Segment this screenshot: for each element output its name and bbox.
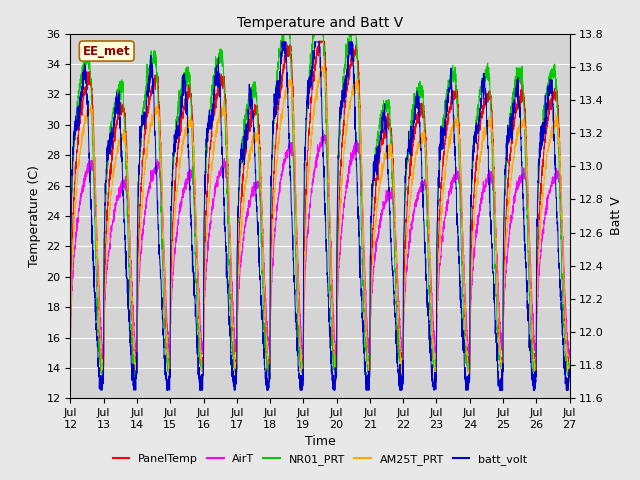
Text: EE_met: EE_met (83, 45, 131, 58)
Line: batt_volt: batt_volt (70, 42, 570, 390)
Line: AirT: AirT (70, 134, 570, 358)
batt_volt (67, 360, 74, 366)
batt_volt (97, 387, 104, 393)
PanelTemp (490, 154, 497, 160)
Y-axis label: Temperature (C): Temperature (C) (28, 165, 41, 267)
X-axis label: Time: Time (305, 435, 335, 448)
batt_volt (428, 373, 436, 379)
PanelTemp (384, 117, 392, 123)
AM25T_PRT (490, 164, 497, 169)
Legend: PanelTemp, AirT, NR01_PRT, AM25T_PRT, batt_volt: PanelTemp, AirT, NR01_PRT, AM25T_PRT, ba… (108, 450, 532, 469)
AM25T_PRT (384, 145, 392, 151)
NR01_PRT (460, 309, 467, 314)
AM25T_PRT (67, 379, 74, 385)
NR01_PRT (566, 367, 573, 372)
NR01_PRT (131, 372, 139, 378)
AM25T_PRT (566, 368, 573, 373)
AirT (169, 276, 177, 282)
PanelTemp (460, 267, 467, 273)
PanelTemp (67, 363, 74, 369)
AirT (460, 255, 467, 261)
batt_volt (561, 354, 568, 360)
PanelTemp (169, 225, 177, 231)
AirT (384, 195, 392, 201)
AM25T_PRT (460, 258, 467, 264)
AirT (433, 355, 440, 360)
Line: NR01_PRT: NR01_PRT (70, 34, 570, 375)
AM25T_PRT (299, 380, 307, 386)
AM25T_PRT (320, 58, 328, 63)
NR01_PRT (384, 102, 392, 108)
AirT (321, 132, 328, 137)
PanelTemp (566, 363, 573, 369)
AirT (428, 293, 435, 299)
AM25T_PRT (169, 261, 177, 266)
AirT (561, 268, 568, 274)
batt_volt (566, 367, 573, 372)
Title: Temperature and Batt V: Temperature and Batt V (237, 16, 403, 30)
batt_volt (169, 166, 177, 172)
PanelTemp (428, 311, 436, 316)
NR01_PRT (561, 333, 568, 339)
AM25T_PRT (561, 285, 568, 290)
NR01_PRT (278, 31, 286, 36)
PanelTemp (232, 372, 240, 378)
PanelTemp (315, 38, 323, 44)
PanelTemp (561, 300, 568, 305)
Line: PanelTemp: PanelTemp (70, 41, 570, 375)
batt_volt (460, 345, 467, 350)
AirT (490, 183, 497, 189)
batt_volt (384, 171, 392, 177)
AM25T_PRT (428, 306, 436, 312)
batt_volt (278, 39, 286, 45)
NR01_PRT (169, 176, 177, 181)
batt_volt (490, 287, 497, 292)
NR01_PRT (428, 342, 436, 348)
AirT (566, 354, 573, 360)
Y-axis label: Batt V: Batt V (610, 197, 623, 235)
NR01_PRT (67, 364, 74, 370)
Line: AM25T_PRT: AM25T_PRT (70, 60, 570, 383)
NR01_PRT (490, 203, 497, 208)
AirT (67, 349, 74, 355)
